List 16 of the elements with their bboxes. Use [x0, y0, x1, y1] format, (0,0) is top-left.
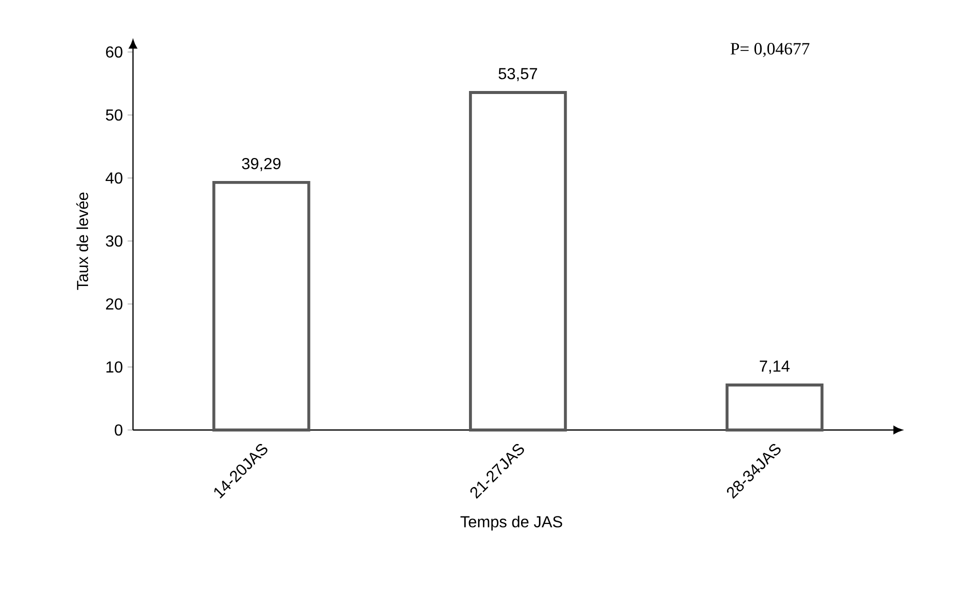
data-label: 39,29 — [242, 158, 280, 172]
y-tick-label: 50 — [106, 109, 122, 121]
y-axis-title: Taux de levée — [76, 192, 88, 290]
y-tick-label: 30 — [106, 235, 122, 247]
data-label: 7,14 — [760, 360, 790, 374]
annotation: P= 0,04677 — [730, 42, 810, 58]
y-tick-label: 0 — [114, 424, 122, 436]
bar — [212, 181, 310, 432]
y-tick-label: 10 — [106, 361, 122, 373]
bar — [726, 384, 824, 432]
data-label: 53,57 — [498, 68, 538, 82]
x-axis-title: Temps de JAS — [460, 516, 562, 531]
y-tick-label: 60 — [106, 46, 122, 58]
y-tick-label: 40 — [106, 172, 122, 184]
y-tick-label: 20 — [106, 298, 122, 310]
bar — [468, 91, 567, 432]
